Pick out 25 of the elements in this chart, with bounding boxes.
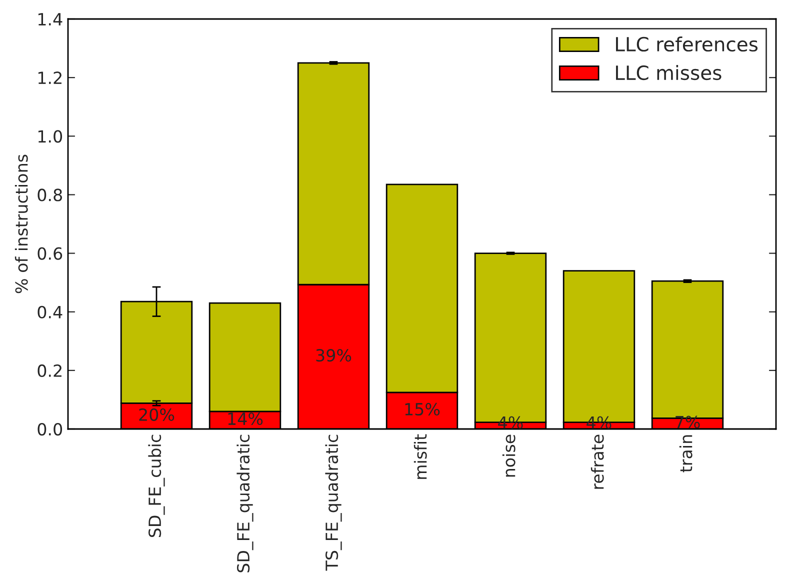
y-tick-label: 0.8: [38, 188, 62, 202]
x-tick-label: TS_FE_quadratic: [325, 434, 342, 571]
annotation: 20%: [139, 408, 174, 421]
y-tick-label: 1.4: [38, 13, 62, 26]
legend-label: LLC misses: [616, 65, 722, 80]
y-tick-label: 0.6: [38, 247, 62, 260]
y-tick-label: 0.0: [38, 422, 62, 436]
y-axis-title: % of instructions: [14, 154, 28, 294]
y-tick-label: 1.0: [38, 130, 62, 143]
y-tick-label: 0.4: [38, 306, 62, 318]
annotation: 7%: [676, 416, 700, 428]
x-tick-label: SD_FE_quadratic: [236, 434, 254, 572]
y-tick-label: 1.2: [38, 72, 62, 84]
legend-label: LLC references: [616, 36, 758, 52]
annotation: 15%: [405, 402, 440, 416]
annotation: 39%: [316, 349, 352, 362]
x-tick-label: refrate: [590, 434, 604, 489]
annotation: 4%: [498, 416, 523, 429]
y-tick-label: 0.2: [38, 364, 62, 377]
x-tick-label: SD_FE_cubic: [148, 434, 165, 538]
x-tick-label: train: [679, 435, 692, 472]
annotation: 14%: [228, 412, 263, 426]
annotation: 4%: [586, 416, 612, 429]
x-tick-label: noise: [502, 434, 516, 477]
x-tick-label: misfit: [414, 434, 427, 479]
